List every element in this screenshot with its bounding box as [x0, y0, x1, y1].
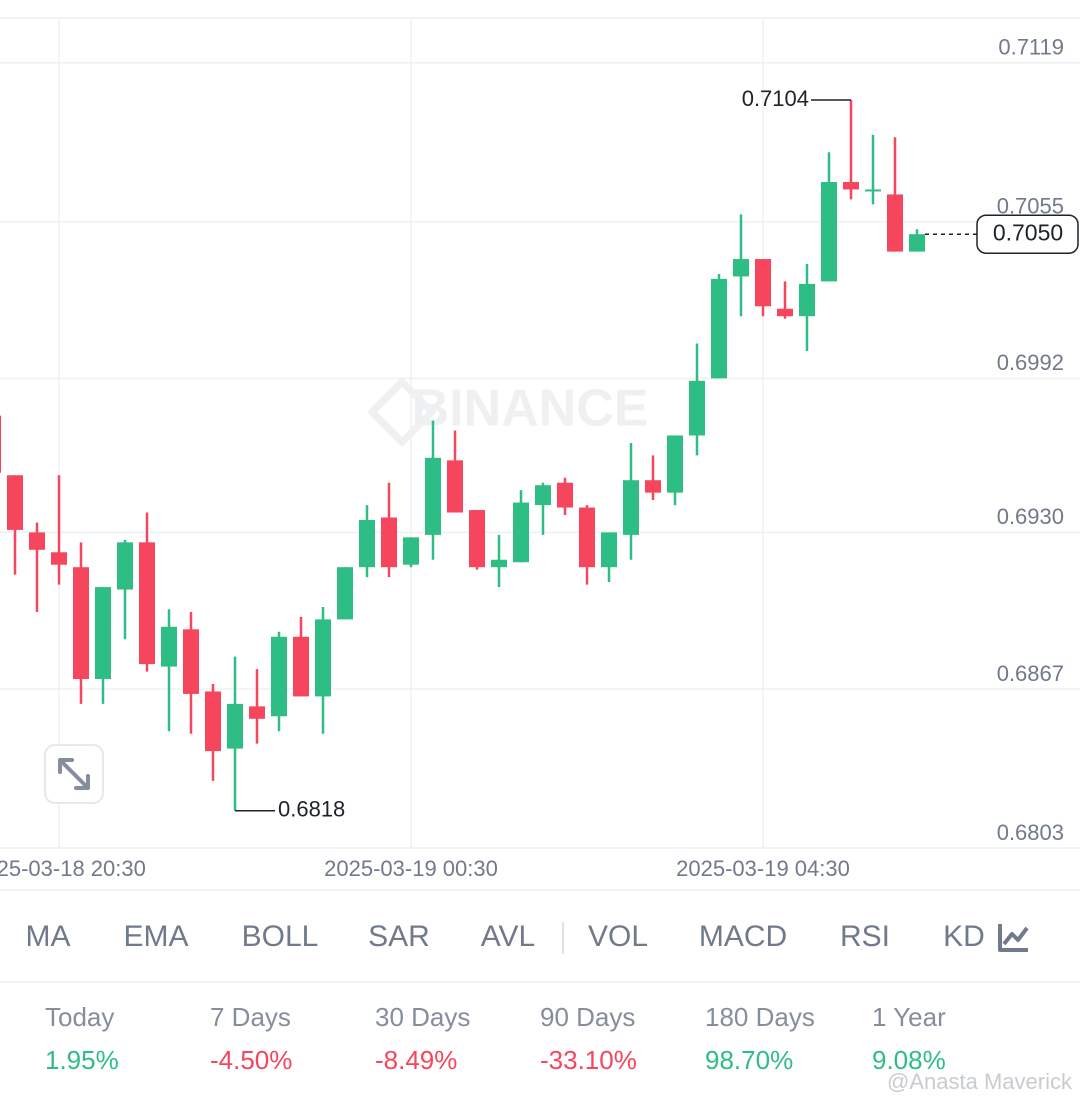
candle-body — [425, 457, 441, 535]
candle-body — [667, 435, 683, 493]
candle-body — [293, 636, 309, 697]
candle-body — [95, 587, 111, 680]
last-price-label: 0.7050 — [993, 219, 1063, 245]
candle-body — [733, 259, 749, 277]
candle-body — [227, 703, 243, 749]
period-label: 180 Days — [705, 1002, 815, 1032]
candle-body — [469, 510, 485, 568]
chart-icon — [998, 924, 1029, 952]
y-tick-label: 0.6930 — [997, 504, 1064, 529]
credit: @Anasta Maverick — [887, 1069, 1073, 1094]
candle-body — [799, 283, 815, 317]
candle-body — [0, 415, 1, 473]
candle-body — [139, 542, 155, 665]
watermark-logo — [367, 377, 437, 447]
candle-body — [183, 629, 199, 694]
candle-body — [645, 480, 661, 493]
candle-body — [359, 519, 375, 568]
candle-body — [711, 278, 727, 379]
period-label: 90 Days — [540, 1002, 635, 1032]
indicator-tab[interactable]: AVL — [481, 920, 535, 953]
last-price-box — [976, 214, 1079, 254]
candle-body — [205, 691, 221, 752]
candle-body — [843, 182, 859, 190]
indicator-tab[interactable]: SAR — [368, 920, 430, 953]
watermark: BINANCE — [412, 380, 649, 438]
candle-body — [909, 234, 925, 252]
y-tick-label: 0.7055 — [997, 194, 1064, 219]
period-change: -4.50% — [210, 1045, 292, 1075]
y-tick-label: 0.6803 — [997, 820, 1064, 845]
candle-body — [403, 537, 419, 565]
candle-body — [73, 567, 89, 680]
expand-icon — [58, 758, 90, 790]
indicator-tab[interactable]: EMA — [123, 920, 188, 953]
x-tick-label: 2025-03-19 04:30 — [676, 856, 850, 881]
period-label: 1 Year — [872, 1002, 946, 1032]
candle-body — [161, 626, 177, 667]
candle-body — [337, 567, 353, 620]
candle-body — [315, 619, 331, 697]
period-change: -33.10% — [540, 1045, 637, 1075]
candle-body — [7, 475, 23, 530]
candle-body — [865, 189, 881, 192]
period-change: 1.95% — [45, 1045, 119, 1075]
indicator-tab[interactable]: RSI — [840, 920, 890, 953]
candle-body — [689, 380, 705, 436]
period-change: 9.08% — [872, 1045, 946, 1075]
expand-button[interactable] — [44, 744, 104, 804]
candle-body — [623, 480, 639, 535]
candle-body — [579, 507, 595, 568]
y-tick-label: 0.6992 — [997, 350, 1064, 375]
plot — [0, 18, 1080, 849]
candle-body — [755, 259, 771, 307]
candle-body — [271, 636, 287, 717]
indicator-tab[interactable]: VOL — [588, 920, 648, 953]
y-tick-label: 0.6867 — [997, 661, 1064, 686]
chart-settings-icon[interactable] — [998, 924, 1029, 952]
candle-body — [557, 482, 573, 508]
y-tick-label: 0.7119 — [998, 35, 1064, 60]
candle-body — [513, 502, 529, 563]
indicator-tab[interactable]: MA — [26, 920, 71, 953]
indicator-tab[interactable]: MACD — [699, 920, 787, 953]
candle-body — [447, 460, 463, 513]
high-annotation: 0.7104 — [742, 86, 809, 111]
candle-body — [381, 517, 397, 568]
indicator-tab[interactable]: BOLL — [242, 920, 319, 953]
candle-body — [51, 552, 67, 565]
candle-body — [249, 706, 265, 719]
candle-body — [887, 194, 903, 252]
candle-body — [29, 532, 45, 550]
candle-body — [777, 308, 793, 317]
x-tick-label: 2025-03-18 20:30 — [0, 856, 146, 881]
low-annotation: 0.6818 — [278, 797, 345, 822]
period-label: Today — [45, 1002, 114, 1032]
period-change: 98.70% — [705, 1045, 793, 1075]
x-tick-label: 2025-03-19 00:30 — [324, 856, 498, 881]
indicator-tab[interactable]: KD — [943, 920, 985, 953]
candle-body — [601, 532, 617, 568]
period-label: 7 Days — [210, 1002, 291, 1032]
candle-body — [117, 542, 133, 590]
candle-body — [491, 559, 507, 568]
period-change: -8.49% — [375, 1045, 457, 1075]
period-label: 30 Days — [375, 1002, 470, 1032]
candle-body — [535, 485, 551, 506]
candle-body — [821, 182, 837, 282]
